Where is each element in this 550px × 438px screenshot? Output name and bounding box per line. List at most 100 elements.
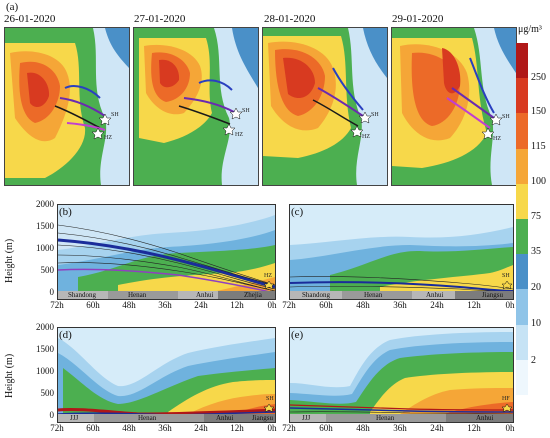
panel-d-region-1: JJJ — [70, 414, 79, 422]
colorbar-segment — [516, 289, 528, 325]
map2-site-hz: HZ — [235, 132, 243, 138]
panel-e-region-3: Anhui — [476, 414, 494, 422]
ytick-d-2000: 2000 — [36, 322, 54, 332]
map-date-2: 27-01-2020 — [134, 13, 186, 25]
colorbar-unit: μg/m³ — [518, 24, 542, 35]
xtick-d-48h: 48h — [122, 423, 136, 433]
colorbar-segment — [516, 183, 528, 220]
ytick-b-1500: 1500 — [36, 221, 54, 231]
panel-d-plot: JJJ Henan Anhui Jiangsu SH — [57, 327, 276, 423]
panel-e-plot: JJJ Henan Anhui HF — [289, 327, 514, 423]
xtick-b-24h: 24h — [194, 300, 208, 310]
panel-b-region-3: Anhui — [196, 291, 214, 299]
panel-c-plot: Shandong Henan Anhui Jiangsu SH — [289, 204, 514, 300]
panel-d-region-4: Jiangsu — [252, 414, 273, 422]
panel-c-region-2: Henan — [364, 291, 383, 299]
ytick-b-2000: 2000 — [36, 199, 54, 209]
panel-e-region-1: JJJ — [302, 414, 311, 422]
colorbar — [516, 43, 528, 396]
xtick-e-0h: 0h — [505, 423, 515, 433]
xtick-b-48h: 48h — [122, 300, 136, 310]
panel-b-region-4: Zhejia — [244, 291, 262, 299]
map-date-3: 28-01-2020 — [264, 13, 316, 25]
xtick-c-12h: 12h — [467, 300, 481, 310]
pm25-map-2: SH HZ — [133, 27, 259, 186]
map4-site-hz: HZ — [493, 136, 501, 142]
panel-b-label: (b) — [59, 206, 72, 218]
xtick-c-72h: 72h — [282, 300, 296, 310]
colorbar-segment — [516, 113, 528, 149]
colorbar-segment — [516, 78, 528, 114]
map1-site-sh: SH — [111, 112, 119, 118]
colorbar-segment — [516, 359, 528, 396]
colorbar-tick-150: 150 — [531, 106, 546, 117]
panel-e-region-2: Henan — [376, 414, 395, 422]
panel-d-label: (d) — [59, 329, 72, 341]
colorbar-tick-20: 20 — [531, 282, 541, 293]
colorbar-tick-75: 75 — [531, 211, 541, 222]
ytick-d-1500: 1500 — [36, 344, 54, 354]
xtick-e-60h: 60h — [319, 423, 333, 433]
colorbar-tick-10: 10 — [531, 318, 541, 329]
panel-c-label: (c) — [291, 206, 304, 218]
xtick-e-72h: 72h — [282, 423, 296, 433]
pm25-map-3: SH HZ — [262, 27, 388, 186]
ytick-d-500: 500 — [40, 388, 55, 398]
colorbar-tick-2: 2 — [531, 355, 536, 366]
xtick-e-24h: 24h — [430, 423, 444, 433]
panel-b-site: HZ — [264, 273, 272, 279]
ytick-b-500: 500 — [40, 265, 55, 275]
xtick-c-60h: 60h — [319, 300, 333, 310]
map1-site-hz: HZ — [104, 135, 112, 141]
colorbar-tick-115: 115 — [531, 141, 546, 152]
colorbar-segment — [516, 43, 528, 79]
panel-d-region-3: Anhui — [216, 414, 234, 422]
panel-d-site: SH — [266, 396, 274, 402]
map-date-1: 26-01-2020 — [4, 13, 56, 25]
pm25-map-1: SH HZ — [4, 27, 130, 186]
colorbar-segment — [516, 254, 528, 290]
map2-site-sh: SH — [242, 108, 250, 114]
panel-e-site: HF — [502, 396, 510, 402]
colorbar-tick-100: 100 — [531, 176, 546, 187]
panel-c-region-1: Shandong — [302, 291, 330, 299]
xtick-e-48h: 48h — [356, 423, 370, 433]
xtick-d-24h: 24h — [194, 423, 208, 433]
ytick-b-0: 0 — [49, 287, 55, 297]
map3-site-hz: HZ — [362, 134, 370, 140]
panel-e-label: (e) — [291, 329, 304, 341]
panel-c-site: SH — [502, 273, 510, 279]
panel-b-region-2: Henan — [128, 291, 147, 299]
y-axis-label-top: Height (m) — [4, 238, 15, 283]
xtick-b-60h: 60h — [86, 300, 100, 310]
panel-d-region-2: Henan — [138, 414, 157, 422]
pm25-map-4: SH HZ — [391, 27, 517, 186]
xtick-d-60h: 60h — [86, 423, 100, 433]
colorbar-segment — [516, 219, 528, 255]
panel-b-plot: Shandong Henan Anhui Zhejia HZ — [57, 204, 276, 300]
colorbar-segment — [516, 324, 528, 360]
panel-a-label: (a) — [6, 1, 19, 13]
ytick-d-1000: 1000 — [36, 366, 54, 376]
xtick-d-12h: 12h — [230, 423, 244, 433]
panel-b-region-1: Shandong — [68, 291, 96, 299]
map4-site-sh: SH — [502, 114, 510, 120]
xtick-c-36h: 36h — [393, 300, 407, 310]
xtick-b-12h: 12h — [230, 300, 244, 310]
xtick-c-48h: 48h — [356, 300, 370, 310]
ytick-d-0: 0 — [49, 410, 55, 420]
colorbar-tick-35: 35 — [531, 246, 541, 257]
y-axis-label-bottom: Height (m) — [4, 353, 15, 398]
colorbar-segment — [516, 148, 528, 184]
xtick-b-0h: 0h — [267, 300, 277, 310]
xtick-e-12h: 12h — [467, 423, 481, 433]
xtick-d-36h: 36h — [158, 423, 172, 433]
xtick-c-24h: 24h — [430, 300, 444, 310]
xtick-d-72h: 72h — [50, 423, 64, 433]
xtick-c-0h: 0h — [505, 300, 515, 310]
xtick-b-36h: 36h — [158, 300, 172, 310]
colorbar-tick-250: 250 — [531, 72, 546, 83]
ytick-b-1000: 1000 — [36, 243, 54, 253]
xtick-e-36h: 36h — [393, 423, 407, 433]
panel-c-region-4: Jiangsu — [482, 291, 503, 299]
